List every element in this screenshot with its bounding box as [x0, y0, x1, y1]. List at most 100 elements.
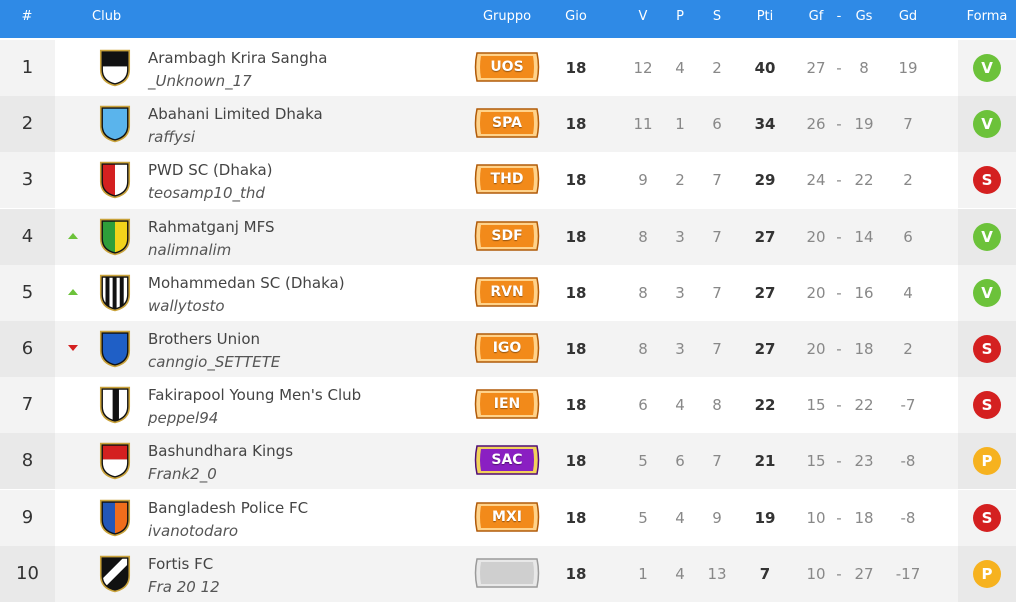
goal-difference-cell: 4: [903, 283, 913, 302]
trend-up-icon: [68, 288, 78, 295]
header-gio[interactable]: Gio: [565, 9, 587, 24]
games-played-cell: 18: [565, 508, 587, 527]
table-row[interactable]: 4 Rahmatganj MFS nalimnalim SDF 18 8 3 7 27 20 14 6…: [0, 208, 1016, 265]
gruppo-badge-label: SDF: [491, 227, 523, 244]
games-played-cell: 18: [565, 283, 587, 302]
goals-separator: -: [836, 564, 842, 583]
header-club[interactable]: Club: [92, 9, 122, 24]
position-cell: 10: [0, 545, 55, 602]
club-name-link[interactable]: Arambagh Krira Sangha: [148, 49, 328, 67]
draws-cell: 6: [675, 452, 685, 471]
losses-cell: 8: [712, 396, 722, 415]
goals-separator: -: [836, 171, 842, 190]
manager-name-link[interactable]: _Unknown_17: [148, 72, 252, 90]
header-pti[interactable]: Pti: [756, 9, 774, 24]
goals-for-cell: 27: [806, 59, 826, 77]
wins-cell: 11: [633, 115, 653, 134]
club-name-link[interactable]: Mohammedan SC (Dhaka): [148, 273, 345, 292]
header-pos[interactable]: #: [21, 9, 33, 24]
draws-cell: 2: [675, 171, 685, 190]
points-cell: 27: [754, 227, 776, 246]
gruppo-badge-icon: [474, 108, 540, 138]
losses-cell: 7: [712, 452, 722, 471]
manager-name-link[interactable]: ivanotodaro: [148, 521, 239, 540]
wins-cell: 8: [638, 283, 648, 302]
manager-name-link[interactable]: raffysi: [148, 128, 196, 147]
forma-badge: V: [973, 54, 1001, 82]
losses-cell: 7: [712, 283, 722, 302]
draws-cell: 3: [675, 227, 685, 246]
manager-name-link[interactable]: Frank2_0: [148, 465, 217, 484]
manager-name-link[interactable]: teosamp10_thd: [148, 184, 265, 203]
forma-badge: P: [973, 559, 1001, 588]
table-row[interactable]: 5 Mohammedan SC (Dhaka) wallytosto RVN 18 8 3 7…: [0, 264, 1016, 321]
games-played-cell: 18: [565, 396, 587, 415]
games-played-cell: 18: [565, 564, 587, 583]
table-row[interactable]: 2 Abahani Limited Dhaka raffysi SPA 18 11 1 6 34…: [0, 96, 1016, 153]
gruppo-badge-label: UOS: [490, 59, 524, 75]
forma-badge: S: [973, 335, 1001, 363]
table-row[interactable]: 10 Fortis FC Fra 20 12 18 1 4 13 7 10 27 -17 - P: [0, 545, 1016, 602]
goals-for-cell: 10: [806, 564, 826, 583]
losses-cell: 6: [712, 115, 722, 134]
manager-name-link[interactable]: wallytosto: [148, 296, 225, 315]
losses-cell: 7: [712, 171, 722, 190]
losses-cell: 13: [707, 564, 727, 583]
games-played-cell: 18: [565, 171, 587, 190]
club-name-link[interactable]: Brothers Union: [148, 330, 261, 348]
club-name-link[interactable]: Bangladesh Police FC: [148, 498, 309, 517]
manager-name-link[interactable]: canngio_SETTETE: [148, 353, 281, 371]
manager-name-link[interactable]: Fra 20 12: [148, 577, 220, 596]
table-row[interactable]: 3 PWD SC (Dhaka) teosamp10_thd THD 18 9 2 7 29 24…: [0, 152, 1016, 209]
draws-cell: 3: [675, 283, 685, 302]
table-row[interactable]: 6 Brothers Union canngio_SETTETE IGO 18 8 3 7 27…: [0, 321, 1016, 377]
gruppo-badge-label: MXI: [492, 508, 522, 525]
club-name-link[interactable]: Bashundhara Kings: [148, 442, 294, 461]
header-v[interactable]: V: [638, 9, 648, 24]
goals-against-cell: 18: [854, 340, 874, 358]
manager-name-link[interactable]: peppel94: [148, 409, 219, 428]
forma-badge: V: [973, 222, 1001, 251]
gruppo-badge-icon: [474, 220, 540, 251]
club-name-link[interactable]: Abahani Limited Dhaka: [148, 105, 323, 124]
gruppo-badge-icon: [474, 52, 540, 82]
points-cell: 7: [759, 564, 771, 583]
points-cell: 27: [754, 340, 776, 358]
club-name-link[interactable]: Fortis FC: [148, 554, 214, 573]
goal-difference-cell: 7: [903, 115, 913, 134]
gruppo-badge-icon: [474, 164, 540, 195]
goals-separator: -: [836, 227, 842, 246]
club-crest-icon: [99, 499, 131, 536]
header-gf[interactable]: Gf: [808, 9, 824, 24]
goal-difference-cell: -17: [895, 564, 921, 583]
goals-for-cell: 20: [806, 227, 826, 246]
table-row[interactable]: 9 Bangladesh Police FC ivanotodaro MXI 18 5 4 9…: [0, 489, 1016, 546]
header-p[interactable]: P: [676, 9, 684, 24]
header-s[interactable]: S: [712, 9, 722, 24]
games-played-cell: 18: [565, 115, 587, 134]
table-row[interactable]: 7 Fakirapool Young Men's Club peppel94 IEN 1…: [0, 377, 1016, 434]
header-dash: -: [836, 9, 842, 24]
header-gruppo[interactable]: Gruppo: [482, 9, 532, 24]
club-name-link[interactable]: Rahmatganj MFS: [148, 217, 275, 236]
table-row[interactable]: 1 Arambagh Krira Sangha _Unknown_17 UOS 18 12…: [0, 40, 1016, 96]
header-gs[interactable]: Gs: [855, 9, 873, 24]
position-cell: 5: [0, 264, 55, 321]
losses-cell: 9: [712, 508, 722, 527]
header-gd[interactable]: Gd: [898, 9, 918, 24]
manager-name-link[interactable]: nalimnalim: [148, 240, 232, 259]
club-crest-icon: [99, 49, 131, 87]
club-name-link[interactable]: Fakirapool Young Men's Club: [148, 386, 362, 405]
trend-up-icon: [68, 232, 78, 239]
forma-badge: V: [973, 278, 1001, 307]
draws-cell: 1: [675, 115, 685, 134]
table-row[interactable]: 8 Bashundhara Kings Frank2_0 SAC 18 5 6 7 21 15 23…: [0, 433, 1016, 490]
goal-difference-cell: -8: [900, 452, 916, 471]
gruppo-badge-label: RVN: [490, 283, 524, 300]
losses-cell: 7: [712, 340, 722, 358]
gruppo-badge-icon: [474, 445, 540, 476]
position-cell: 3: [0, 152, 55, 209]
club-name-link[interactable]: PWD SC (Dhaka): [148, 161, 273, 180]
games-played-cell: 18: [565, 227, 587, 246]
goals-separator: -: [836, 452, 842, 471]
